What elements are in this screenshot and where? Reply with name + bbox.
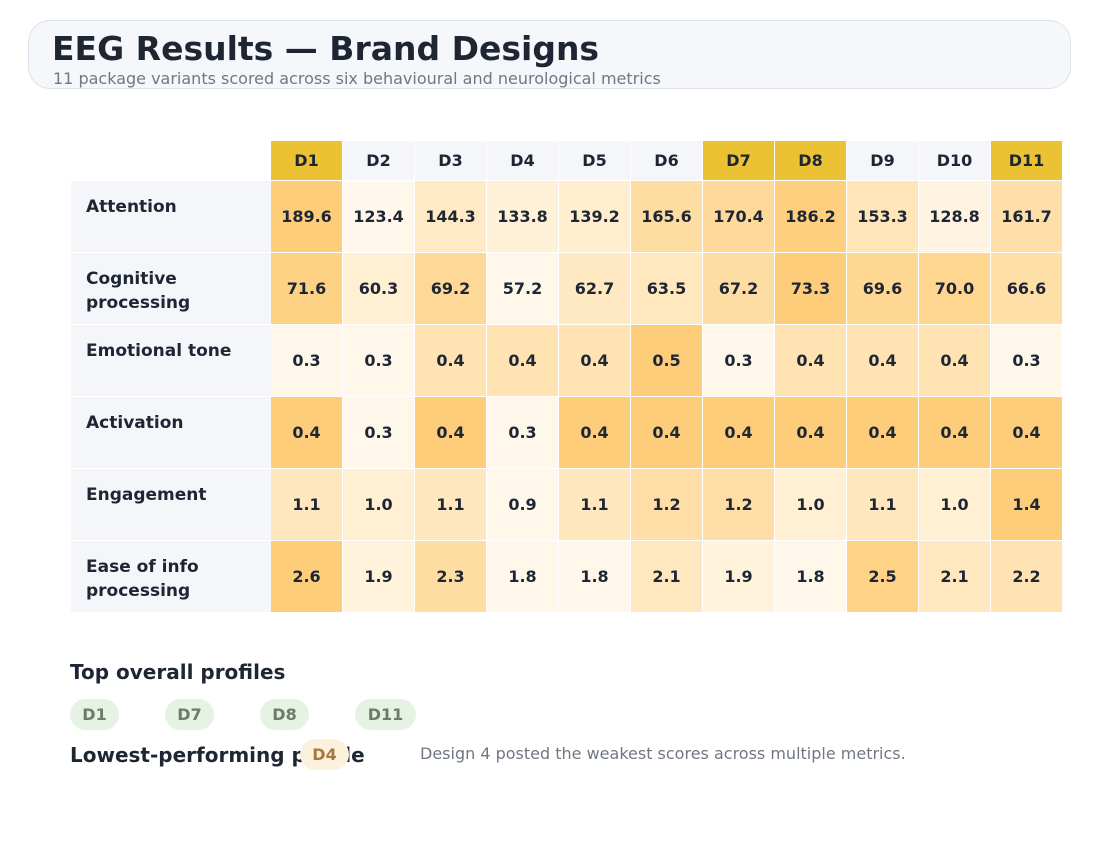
heatmap-cell: 1.8 — [559, 541, 630, 612]
heatmap-cell: 66.6 — [991, 253, 1062, 324]
heatmap-cell: 2.2 — [991, 541, 1062, 612]
heatmap-cell: 0.4 — [415, 325, 486, 396]
heatmap-cell: 0.3 — [343, 397, 414, 468]
column-header-d1: D1 — [271, 141, 342, 180]
heatmap-cell: 153.3 — [847, 181, 918, 252]
column-header-d11: D11 — [991, 141, 1062, 180]
heatmap-cell: 2.1 — [919, 541, 990, 612]
heatmap-cell: 0.3 — [343, 325, 414, 396]
heatmap-cell: 73.3 — [775, 253, 846, 324]
top-design-chip: D1 — [70, 699, 119, 730]
heatmap-cell: 0.4 — [919, 397, 990, 468]
heatmap-cell: 161.7 — [991, 181, 1062, 252]
heatmap-cell: 0.5 — [631, 325, 702, 396]
top-design-chip: D11 — [355, 699, 416, 730]
top-design-chip: D8 — [260, 699, 309, 730]
heatmap-cell: 0.4 — [775, 397, 846, 468]
heatmap-cell: 186.2 — [775, 181, 846, 252]
heatmap-cell: 0.4 — [415, 397, 486, 468]
column-header-d2: D2 — [343, 141, 414, 180]
heatmap-cell: 170.4 — [703, 181, 774, 252]
heatmap-cell: 1.1 — [271, 469, 342, 540]
row-label: Engagement — [71, 469, 271, 540]
heatmap-cell: 0.4 — [991, 397, 1062, 468]
row-label-text: Attention — [86, 197, 177, 217]
heatmap-cell: 1.4 — [991, 469, 1062, 540]
heatmap-cell: 1.9 — [343, 541, 414, 612]
heatmap-cell: 1.0 — [919, 469, 990, 540]
column-header-d6: D6 — [631, 141, 702, 180]
row-label-text: Ease of info processing — [86, 557, 199, 601]
heatmap-cell: 0.4 — [559, 325, 630, 396]
heatmap-cell: 128.8 — [919, 181, 990, 252]
heatmap-cell: 2.5 — [847, 541, 918, 612]
heatmap-cell: 60.3 — [343, 253, 414, 324]
row-label: Activation — [71, 397, 271, 468]
lowest-design-chip: D4 — [300, 739, 349, 770]
row-label-text: Cognitive processing — [86, 269, 191, 313]
heatmap-cell: 0.4 — [487, 325, 558, 396]
column-header-d7: D7 — [703, 141, 774, 180]
column-header-d4: D4 — [487, 141, 558, 180]
heatmap-cell: 0.4 — [703, 397, 774, 468]
heatmap-cell: 0.4 — [631, 397, 702, 468]
lowest-profile-note: Design 4 posted the weakest scores acros… — [420, 744, 906, 763]
row-label-text: Engagement — [86, 485, 207, 505]
heatmap-cell: 0.3 — [271, 325, 342, 396]
heatmap-cell: 1.1 — [559, 469, 630, 540]
heatmap-cell: 69.6 — [847, 253, 918, 324]
row-label: Emotional tone — [71, 325, 271, 396]
heatmap-cell: 0.3 — [703, 325, 774, 396]
heatmap-cell: 1.8 — [775, 541, 846, 612]
column-header-d10: D10 — [919, 141, 990, 180]
heatmap-cell: 1.2 — [631, 469, 702, 540]
heatmap-cell: 0.4 — [775, 325, 846, 396]
top-design-chip: D7 — [165, 699, 214, 730]
heatmap-cell: 2.3 — [415, 541, 486, 612]
heatmap-cell: 2.1 — [631, 541, 702, 612]
heatmap-cell: 1.1 — [847, 469, 918, 540]
heatmap-cell: 2.6 — [271, 541, 342, 612]
heatmap-cell: 1.9 — [703, 541, 774, 612]
heatmap-cell: 0.3 — [991, 325, 1062, 396]
heatmap-cell: 0.4 — [271, 397, 342, 468]
column-header-d8: D8 — [775, 141, 846, 180]
heatmap-cell: 69.2 — [415, 253, 486, 324]
column-header-d5: D5 — [559, 141, 630, 180]
row-label: Ease of info processing — [71, 541, 271, 612]
row-label: Cognitive processing — [71, 253, 271, 324]
heatmap-cell: 1.8 — [487, 541, 558, 612]
row-label: Attention — [71, 181, 271, 252]
heatmap-cell: 0.4 — [919, 325, 990, 396]
heatmap-cell: 1.1 — [415, 469, 486, 540]
heatmap-cell: 0.4 — [847, 325, 918, 396]
heatmap-cell: 1.0 — [775, 469, 846, 540]
top-profiles-title: Top overall profiles — [70, 660, 286, 684]
heatmap-cell: 123.4 — [343, 181, 414, 252]
heatmap-cell: 133.8 — [487, 181, 558, 252]
heatmap-cell: 144.3 — [415, 181, 486, 252]
page-subtitle: 11 package variants scored across six be… — [53, 69, 661, 88]
heatmap-cell: 62.7 — [559, 253, 630, 324]
heatmap-cell: 189.6 — [271, 181, 342, 252]
column-header-d9: D9 — [847, 141, 918, 180]
heatmap-cell: 0.4 — [559, 397, 630, 468]
header-card: EEG Results — Brand Designs 11 package v… — [28, 20, 1071, 89]
heatmap-cell: 1.2 — [703, 469, 774, 540]
heatmap-cell: 70.0 — [919, 253, 990, 324]
page-title: EEG Results — Brand Designs — [52, 29, 600, 68]
heatmap-cell: 67.2 — [703, 253, 774, 324]
heatmap-cell: 139.2 — [559, 181, 630, 252]
heatmap-cell: 165.6 — [631, 181, 702, 252]
heatmap-cell: 0.4 — [847, 397, 918, 468]
heatmap-cell: 57.2 — [487, 253, 558, 324]
heatmap-cell: 63.5 — [631, 253, 702, 324]
heatmap-cell: 71.6 — [271, 253, 342, 324]
column-header-d3: D3 — [415, 141, 486, 180]
row-label-text: Emotional tone — [86, 341, 232, 361]
heatmap-cell: 0.3 — [487, 397, 558, 468]
row-label-text: Activation — [86, 413, 184, 433]
heatmap-cell: 1.0 — [343, 469, 414, 540]
heatmap-cell: 0.9 — [487, 469, 558, 540]
